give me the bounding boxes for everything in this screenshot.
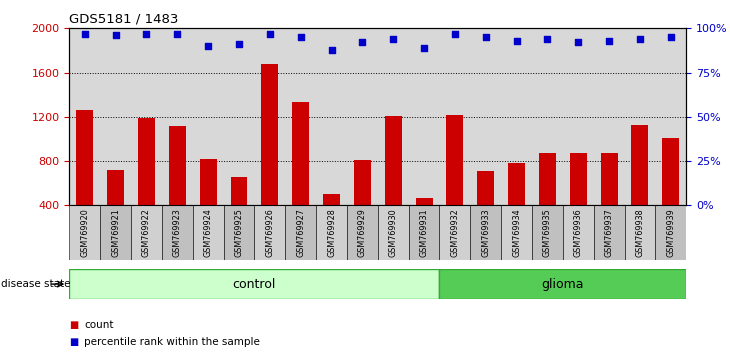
Bar [378,205,409,260]
Point [110,33,121,38]
Bar [477,171,494,205]
Bar [447,115,464,205]
Point [665,34,677,40]
Point [172,31,183,36]
Bar [385,116,402,205]
Text: GSM769936: GSM769936 [574,208,583,257]
Bar [415,198,432,205]
Text: GSM769926: GSM769926 [265,208,274,257]
Bar [131,205,162,260]
Text: GSM769928: GSM769928 [327,208,336,257]
Bar [656,205,686,260]
Bar [292,102,309,205]
Point [480,34,491,40]
Text: GSM769921: GSM769921 [111,208,120,257]
Text: GSM769925: GSM769925 [234,208,244,257]
Bar [223,205,255,260]
Bar [470,205,501,260]
Bar [285,205,316,260]
Point [264,31,276,36]
Bar [625,205,656,260]
Text: GSM769933: GSM769933 [481,208,491,257]
Text: disease state: disease state [1,279,71,289]
Text: GSM769931: GSM769931 [420,208,429,257]
Text: percentile rank within the sample: percentile rank within the sample [84,337,260,347]
Point [603,38,615,44]
Bar [563,205,593,260]
Bar [69,205,100,260]
Text: GSM769923: GSM769923 [173,208,182,257]
Text: GSM769920: GSM769920 [80,208,89,257]
Text: GSM769938: GSM769938 [635,208,645,257]
Point [295,34,307,40]
Bar [347,205,378,260]
Text: GSM769927: GSM769927 [296,208,305,257]
Point [634,36,646,42]
Text: GSM769934: GSM769934 [512,208,521,257]
Text: GSM769932: GSM769932 [450,208,459,257]
Bar [532,205,563,260]
Bar [200,159,217,205]
Bar [69,269,439,299]
Bar [539,153,556,205]
Text: ■: ■ [69,337,79,347]
Bar [193,205,223,260]
Bar [593,205,624,260]
Text: GSM769929: GSM769929 [358,208,367,257]
Text: GSM769924: GSM769924 [204,208,212,257]
Bar [439,269,686,299]
Bar [107,170,124,205]
Bar [409,205,439,260]
Point [356,40,368,45]
Text: GDS5181 / 1483: GDS5181 / 1483 [69,12,179,25]
Bar [231,177,247,205]
Point [326,47,337,52]
Bar [354,160,371,205]
Point [388,36,399,42]
Bar [261,64,278,205]
Text: GSM769939: GSM769939 [666,208,675,257]
Bar [323,194,340,205]
Bar [162,205,193,260]
Bar [100,205,131,260]
Bar [662,138,679,205]
Bar [508,163,525,205]
Text: ■: ■ [69,320,79,330]
Point [202,43,214,49]
Point [542,36,553,42]
Point [511,38,523,44]
Point [233,41,245,47]
Bar [570,153,587,205]
Point [79,31,91,36]
Point [572,40,584,45]
Bar [77,110,93,205]
Point [449,31,461,36]
Bar [254,205,285,260]
Bar [631,125,648,205]
Text: glioma: glioma [542,278,584,291]
Bar [138,118,155,205]
Bar [601,153,618,205]
Point [141,31,153,36]
Bar [169,126,185,205]
Bar [501,205,532,260]
Text: control: control [233,278,276,291]
Point [418,45,430,51]
Text: GSM769937: GSM769937 [604,208,614,257]
Bar [439,205,470,260]
Bar [316,205,347,260]
Text: GSM769922: GSM769922 [142,208,151,257]
Text: GSM769935: GSM769935 [543,208,552,257]
Text: GSM769930: GSM769930 [388,208,398,257]
Text: count: count [84,320,113,330]
